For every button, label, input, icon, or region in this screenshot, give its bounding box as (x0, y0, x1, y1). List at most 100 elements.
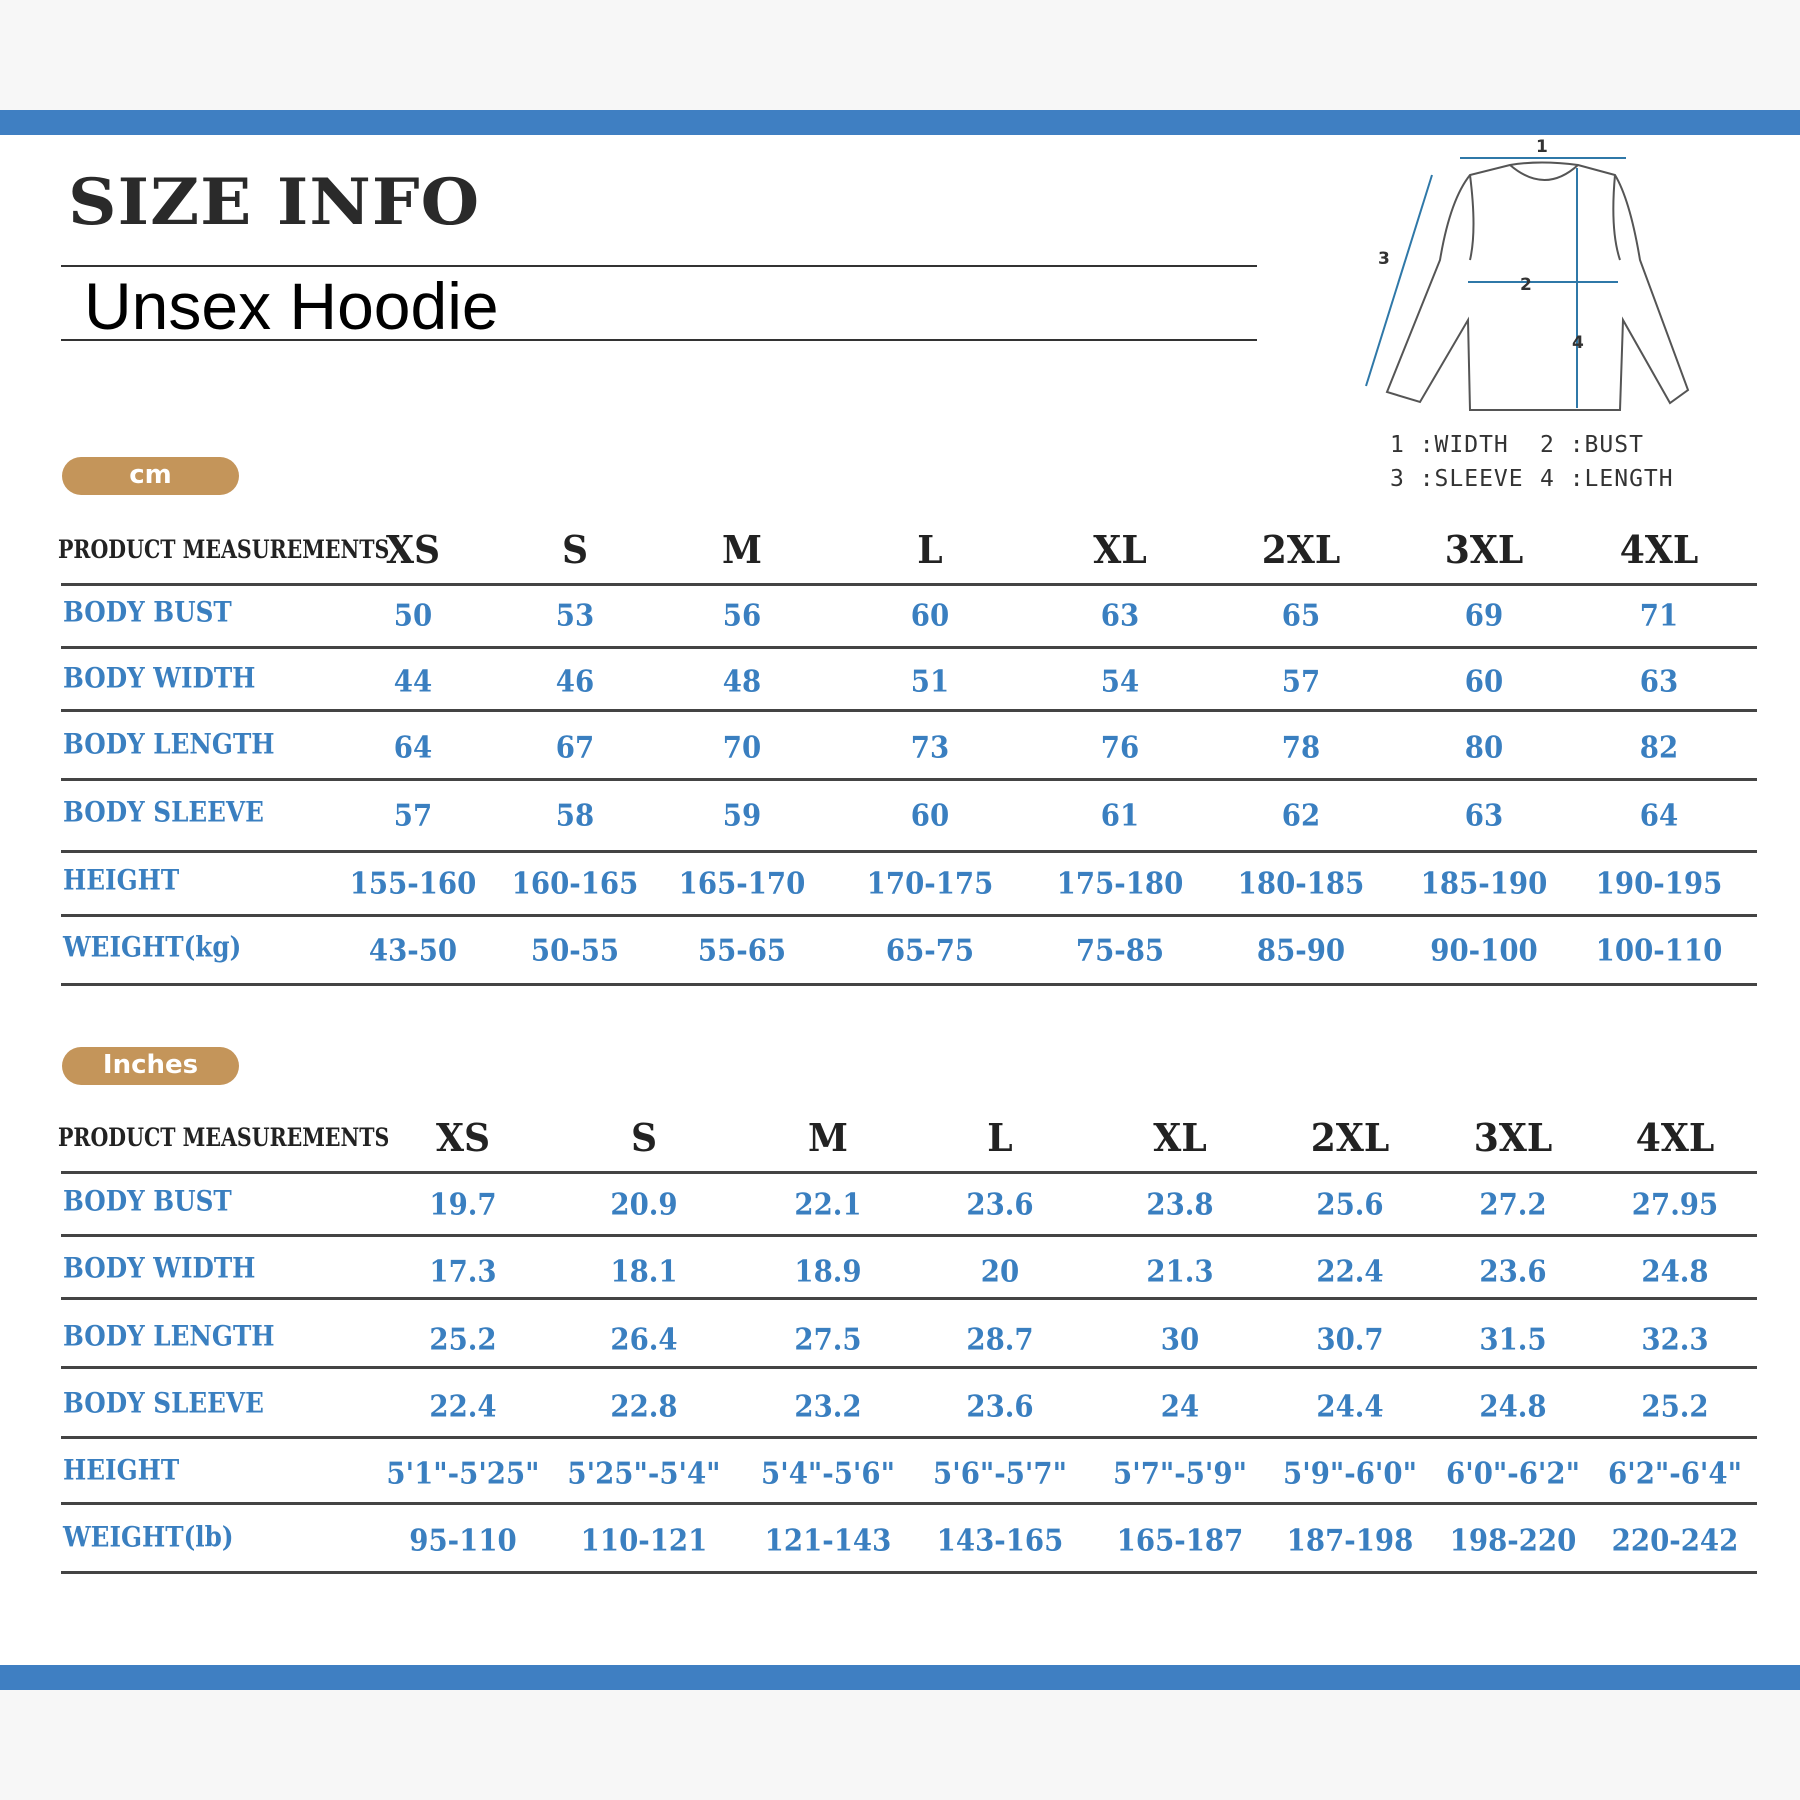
table-cell: 24.8 (1641, 1254, 1709, 1290)
table-cell: 43-50 (368, 933, 458, 969)
table-cell: 75-85 (1075, 933, 1165, 969)
table-cell: 143-165 (936, 1523, 1064, 1559)
table-cell: 31.5 (1479, 1322, 1547, 1358)
unit-pill-inches: Inches (62, 1047, 239, 1085)
table-cell: 17.3 (429, 1254, 497, 1290)
table-cell: 110-121 (580, 1523, 708, 1559)
legend-bust: 2 :BUST (1540, 432, 1644, 458)
size-header-4xl: 4XL (1619, 527, 1699, 572)
table-cell: 121-143 (764, 1523, 892, 1559)
table-cell: 26.4 (610, 1322, 678, 1358)
table-cell: 155-160 (349, 866, 477, 902)
table-cell: 56 (722, 598, 762, 634)
table-cell: 160-165 (511, 866, 639, 902)
hoodie-diagram: 1 2 3 4 (1365, 137, 1690, 411)
table-cell: 78 (1281, 730, 1321, 766)
size-header-2xl: 2XL (1261, 527, 1341, 572)
size-header-s: S (630, 1115, 658, 1160)
table-cell: 71 (1639, 598, 1679, 634)
table-cell: 27.2 (1479, 1187, 1547, 1223)
row-divider (61, 983, 1757, 986)
bottom-accent-bar (0, 1665, 1800, 1690)
size-header-l: L (917, 527, 943, 572)
row-divider (61, 1234, 1757, 1237)
table-cell: 5'6"-5'7" (933, 1456, 1067, 1492)
table-cell: 22.8 (610, 1389, 678, 1425)
table-cell: 175-180 (1056, 866, 1184, 902)
mark-4: 4 (1572, 333, 1584, 353)
table-cell: 61 (1100, 798, 1140, 834)
table-cell: 20 (980, 1254, 1020, 1290)
table-cell: 18.1 (610, 1254, 678, 1290)
row-label: BODY LENGTH (63, 1319, 275, 1353)
table-cell: 53 (555, 598, 595, 634)
table-cell: 51 (910, 664, 950, 700)
table-cell: 165-187 (1116, 1523, 1244, 1559)
table-cell: 27.95 (1631, 1187, 1719, 1223)
table-cell: 24 (1160, 1389, 1200, 1425)
table-cell: 55-65 (697, 933, 787, 969)
table-cell: 76 (1100, 730, 1140, 766)
table-cell: 185-190 (1420, 866, 1548, 902)
size-header-xs: XS (435, 1115, 491, 1160)
table-cell: 6'0"-6'2" (1446, 1456, 1580, 1492)
row-divider (61, 1297, 1757, 1300)
table-cell: 24.8 (1479, 1389, 1547, 1425)
table-cell: 82 (1639, 730, 1679, 766)
table-cell: 70 (722, 730, 762, 766)
table-cell: 20.9 (610, 1187, 678, 1223)
size-header-xs: XS (385, 527, 441, 572)
row-divider (61, 709, 1757, 712)
row-divider (61, 1436, 1757, 1439)
table-cell: 63 (1464, 798, 1504, 834)
size-header-m: M (722, 527, 762, 572)
row-label: BODY SLEEVE (63, 1386, 264, 1420)
table-cell: 67 (555, 730, 595, 766)
divider (61, 265, 1257, 267)
size-header-3xl: 3XL (1473, 1115, 1553, 1160)
table-cell: 5'1"-5'25" (386, 1456, 540, 1492)
table-cell: 180-185 (1237, 866, 1365, 902)
table-cell: 46 (555, 664, 595, 700)
row-divider (61, 583, 1757, 586)
header-label: PRODUCT MEASUREMENTS (58, 535, 390, 564)
table-cell: 64 (393, 730, 433, 766)
table-cell: 80 (1464, 730, 1504, 766)
table-cell: 65-75 (885, 933, 975, 969)
table-cell: 30 (1160, 1322, 1200, 1358)
table-cell: 57 (393, 798, 433, 834)
table-cell: 58 (555, 798, 595, 834)
table-cell: 63 (1639, 664, 1679, 700)
top-accent-bar (0, 110, 1800, 135)
row-label: WEIGHT(lb) (63, 1520, 234, 1554)
table-cell: 170-175 (866, 866, 994, 902)
table-cell: 25.6 (1316, 1187, 1384, 1223)
size-header-2xl: 2XL (1310, 1115, 1390, 1160)
row-divider (61, 646, 1757, 649)
table-cell: 30.7 (1316, 1322, 1384, 1358)
table-cell: 22.4 (429, 1389, 497, 1425)
table-cell: 22.4 (1316, 1254, 1384, 1290)
row-divider (61, 1171, 1757, 1174)
divider (61, 339, 1257, 341)
size-header-m: M (808, 1115, 848, 1160)
table-cell: 24.4 (1316, 1389, 1384, 1425)
table-cell: 28.7 (966, 1322, 1034, 1358)
table-cell: 73 (910, 730, 950, 766)
table-cell: 19.7 (429, 1187, 497, 1223)
legend-length: 4 :LENGTH (1540, 466, 1674, 492)
size-header-s: S (561, 527, 589, 572)
product-name: Unsex Hoodie (84, 269, 499, 343)
table-cell: 23.2 (794, 1389, 862, 1425)
row-divider (61, 1366, 1757, 1369)
table-cell: 44 (393, 664, 433, 700)
row-label: BODY SLEEVE (63, 795, 264, 829)
row-label: HEIGHT (63, 1453, 180, 1487)
row-divider (61, 1571, 1757, 1574)
table-cell: 69 (1464, 598, 1504, 634)
sleeve-arrow (1365, 174, 1433, 387)
table-cell: 59 (722, 798, 762, 834)
table-cell: 23.6 (1479, 1254, 1547, 1290)
size-header-l: L (987, 1115, 1013, 1160)
table-cell: 32.3 (1641, 1322, 1709, 1358)
